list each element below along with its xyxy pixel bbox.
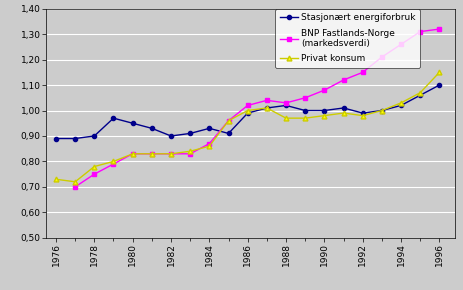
Stasjonært energiforbruk xyxy=(436,83,441,87)
Line: Privat konsum: Privat konsum xyxy=(53,70,441,184)
Stasjonært energiforbruk xyxy=(321,109,326,112)
Privat konsum xyxy=(340,111,345,115)
Privat konsum xyxy=(244,109,250,112)
Privat konsum xyxy=(130,152,135,155)
BNP Fastlands-Norge
(markedsverdi) xyxy=(378,55,384,59)
Privat konsum xyxy=(321,114,326,117)
Privat konsum xyxy=(91,165,97,168)
BNP Fastlands-Norge
(markedsverdi) xyxy=(282,101,288,105)
BNP Fastlands-Norge
(markedsverdi) xyxy=(111,162,116,166)
Privat konsum xyxy=(111,160,116,163)
Privat konsum xyxy=(397,101,403,105)
Line: Stasjonært energiforbruk: Stasjonært energiforbruk xyxy=(54,83,440,141)
Privat konsum xyxy=(53,177,59,181)
Stasjonært energiforbruk xyxy=(72,137,78,140)
BNP Fastlands-Norge
(markedsverdi) xyxy=(244,104,250,107)
Privat konsum xyxy=(378,109,384,112)
Privat konsum xyxy=(225,119,231,122)
Stasjonært energiforbruk xyxy=(149,127,154,130)
BNP Fastlands-Norge
(markedsverdi) xyxy=(187,152,193,155)
Stasjonært energiforbruk xyxy=(244,111,250,115)
Stasjonært energiforbruk xyxy=(206,127,212,130)
BNP Fastlands-Norge
(markedsverdi) xyxy=(130,152,135,155)
Legend: Stasjonært energiforbruk, BNP Fastlands-Norge
(markedsverdi), Privat konsum: Stasjonært energiforbruk, BNP Fastlands-… xyxy=(275,9,419,68)
Stasjonært energiforbruk xyxy=(359,111,365,115)
Privat konsum xyxy=(168,152,174,155)
Privat konsum xyxy=(359,114,365,117)
Privat konsum xyxy=(282,116,288,120)
Stasjonært energiforbruk xyxy=(91,134,97,138)
BNP Fastlands-Norge
(markedsverdi) xyxy=(91,173,97,176)
BNP Fastlands-Norge
(markedsverdi) xyxy=(149,152,154,155)
Stasjonært energiforbruk xyxy=(263,106,269,110)
Stasjonært energiforbruk xyxy=(111,116,116,120)
Privat konsum xyxy=(187,150,193,153)
Stasjonært energiforbruk xyxy=(53,137,59,140)
Privat konsum xyxy=(149,152,154,155)
Line: BNP Fastlands-Norge
(markedsverdi): BNP Fastlands-Norge (markedsverdi) xyxy=(73,27,440,189)
Stasjonært energiforbruk xyxy=(302,109,307,112)
BNP Fastlands-Norge
(markedsverdi) xyxy=(72,185,78,188)
Stasjonært energiforbruk xyxy=(397,104,403,107)
Stasjonært energiforbruk xyxy=(187,132,193,135)
BNP Fastlands-Norge
(markedsverdi) xyxy=(263,99,269,102)
BNP Fastlands-Norge
(markedsverdi) xyxy=(302,96,307,99)
BNP Fastlands-Norge
(markedsverdi) xyxy=(168,152,174,155)
Stasjonært energiforbruk xyxy=(168,134,174,138)
Stasjonært energiforbruk xyxy=(378,109,384,112)
Privat konsum xyxy=(72,180,78,184)
BNP Fastlands-Norge
(markedsverdi) xyxy=(340,78,345,82)
BNP Fastlands-Norge
(markedsverdi) xyxy=(397,43,403,46)
BNP Fastlands-Norge
(markedsverdi) xyxy=(321,88,326,92)
BNP Fastlands-Norge
(markedsverdi) xyxy=(359,70,365,74)
BNP Fastlands-Norge
(markedsverdi) xyxy=(417,30,422,33)
Stasjonært energiforbruk xyxy=(225,132,231,135)
Stasjonært energiforbruk xyxy=(130,122,135,125)
Privat konsum xyxy=(302,116,307,120)
Privat konsum xyxy=(417,91,422,95)
Privat konsum xyxy=(263,106,269,110)
Privat konsum xyxy=(206,144,212,148)
BNP Fastlands-Norge
(markedsverdi) xyxy=(436,27,441,31)
Stasjonært energiforbruk xyxy=(340,106,345,110)
Stasjonært energiforbruk xyxy=(417,93,422,97)
Privat konsum xyxy=(436,70,441,74)
BNP Fastlands-Norge
(markedsverdi) xyxy=(206,142,212,145)
Stasjonært energiforbruk xyxy=(282,104,288,107)
BNP Fastlands-Norge
(markedsverdi) xyxy=(225,119,231,122)
